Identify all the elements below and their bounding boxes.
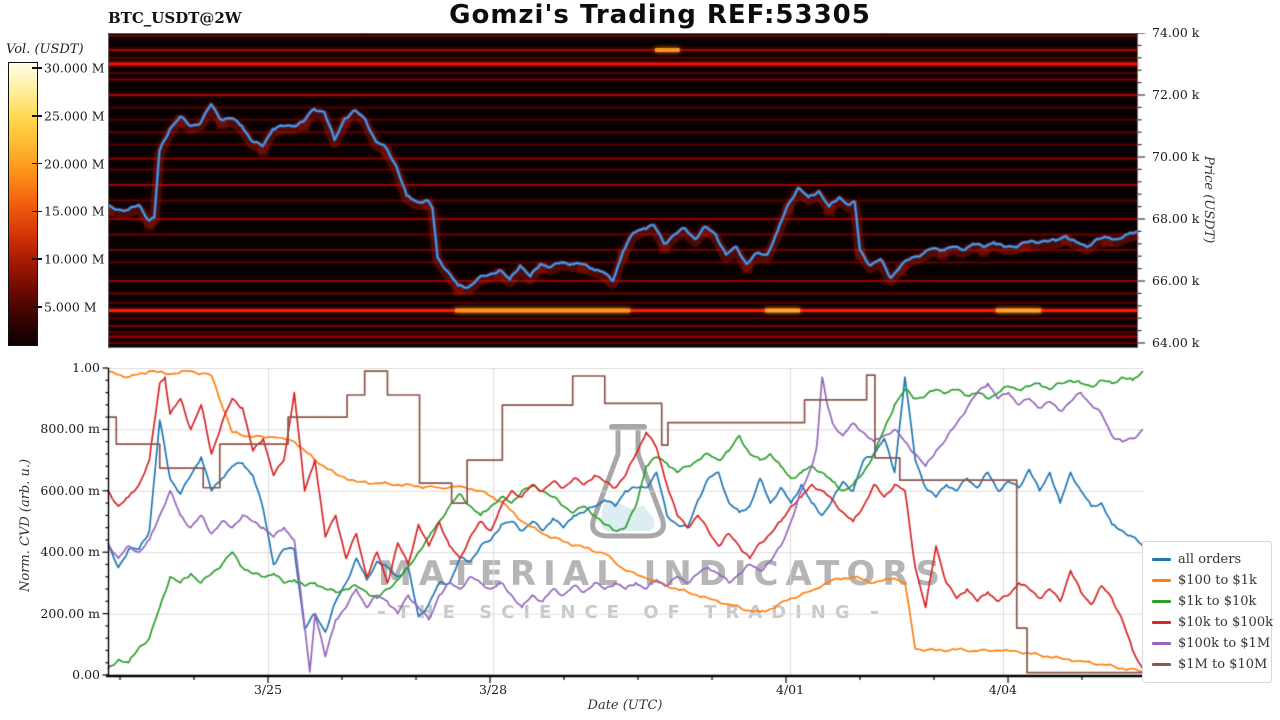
colorbar-tick <box>32 67 42 69</box>
price-heatmap-canvas[interactable] <box>108 33 1153 349</box>
legend-swatch <box>1152 600 1171 603</box>
price-axis-label: Price (USDT) <box>1201 156 1216 244</box>
price-tick-label: 66.00 k <box>1152 273 1200 288</box>
colorbar-tick-label: 10.000 M <box>44 251 105 267</box>
colorbar-tick <box>32 258 42 260</box>
legend-swatch <box>1152 663 1171 666</box>
legend-item[interactable]: $10k to $100k <box>1152 612 1273 633</box>
legend: all orders $100 to $1k $1k to $10k $10k to … <box>1142 541 1273 683</box>
legend-swatch <box>1152 642 1171 645</box>
colorbar-tick <box>32 115 42 117</box>
colorbar-label: Vol. (USDT) <box>6 42 84 57</box>
colorbar-tick-label: 30.000 M <box>44 60 105 76</box>
price-tick-label: 72.00 k <box>1152 87 1200 102</box>
legend-label: $100 to $1k <box>1178 573 1257 588</box>
colorbar-tick-label: 20.000 M <box>44 156 105 172</box>
colorbar-tick <box>32 306 42 308</box>
legend-label: $100k to $1M <box>1178 636 1271 651</box>
colorbar-tick-label: 5.000 M <box>44 299 97 315</box>
colorbar-tick <box>32 162 42 165</box>
legend-label: all orders <box>1178 552 1242 567</box>
symbol-label: BTC_USDT@2W <box>108 9 242 27</box>
date-axis-label: Date (UTC) <box>587 698 663 713</box>
price-tick-label: 68.00 k <box>1152 211 1200 226</box>
price-tick-label: 74.00 k <box>1152 25 1200 40</box>
page-title: Gomzi's Trading REF:53305 <box>449 0 871 30</box>
legend-swatch <box>1152 621 1171 624</box>
cvd-tick-label: 200.00 m <box>40 605 100 621</box>
legend-label: $1M to $10M <box>1178 657 1268 672</box>
price-tick-label: 70.00 k <box>1152 149 1200 164</box>
legend-item[interactable]: $100 to $1k <box>1152 570 1262 591</box>
legend-item[interactable]: $1k to $10k <box>1152 591 1262 612</box>
legend-swatch <box>1152 558 1171 561</box>
legend-item[interactable]: $100k to $1M <box>1152 633 1270 654</box>
price-tick-label: 64.00 k <box>1152 335 1200 350</box>
colorbar-tick-label: 25.000 M <box>44 108 105 124</box>
cvd-tick-label: 600.00 m <box>40 482 100 498</box>
cvd-tick-label: 800.00 m <box>40 421 100 437</box>
cvd-tick-label: 400.00 m <box>40 544 100 560</box>
cvd-axis-label: Norm. CVD (arb. u.) <box>18 458 33 592</box>
cvd-chart-canvas[interactable] <box>88 360 1170 692</box>
legend-swatch <box>1152 579 1171 582</box>
volume-colorbar <box>8 62 38 346</box>
colorbar-tick-label: 15.000 M <box>44 203 105 219</box>
legend-label: $1k to $10k <box>1178 594 1257 609</box>
legend-item[interactable]: all orders <box>1152 549 1262 570</box>
colorbar-tick <box>32 210 42 213</box>
legend-item[interactable]: $1M to $10M <box>1152 654 1267 675</box>
legend-label: $10k to $100k <box>1178 615 1273 630</box>
